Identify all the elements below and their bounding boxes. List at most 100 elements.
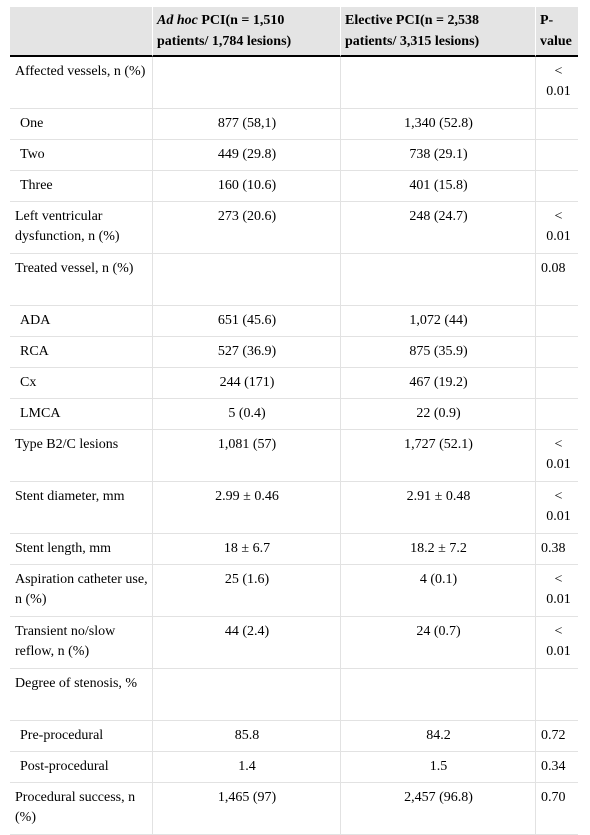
p-value: 0.38 (535, 534, 578, 565)
p-value: < 0.01 (535, 617, 578, 669)
table-row: Transient no/slow reflow, n (%) 44 (2.4) 2… (10, 617, 578, 669)
table-row: Type B2/C lesions 1,081 (57) 1,727 (52.1) <… (10, 430, 578, 482)
adhoc-value: 85.8 (152, 721, 340, 752)
row-label: Two (10, 140, 152, 171)
adhoc-value: 18 ± 6.7 (152, 534, 340, 565)
adhoc-value (152, 669, 340, 721)
row-label: Type B2/C lesions (10, 430, 152, 482)
table-row: LMCA 5 (0.4) 22 (0.9) (10, 399, 578, 430)
table-row: Procedural success, n (%) 1,465 (97) 2,457… (10, 783, 578, 835)
row-label: Pre-procedural (10, 721, 152, 752)
header-label-column (10, 7, 152, 57)
elective-value: 738 (29.1) (340, 140, 535, 171)
row-label: Cx (10, 368, 152, 399)
row-label: Stent length, mm (10, 534, 152, 565)
data-table: Ad hoc PCI(n = 1,510 patients/ 1,784 les… (10, 7, 578, 835)
elective-value: 1,072 (44) (340, 306, 535, 337)
row-label: Left ventricular dysfunction, n (%) (10, 202, 152, 254)
p-value (535, 171, 578, 202)
row-label: RCA (10, 337, 152, 368)
row-label: Aspiration catheter use, n (%) (10, 565, 152, 617)
adhoc-value: 5 (0.4) (152, 399, 340, 430)
table-row: ADA 651 (45.6) 1,072 (44) (10, 306, 578, 337)
table-row: Pre-procedural 85.8 84.2 0.72 (10, 721, 578, 752)
elective-value (340, 57, 535, 109)
header-elective-pci: Elective PCI(n = 2,538 patients/ 3,315 l… (340, 7, 535, 57)
elective-value (340, 669, 535, 721)
row-label: Degree of stenosis, % (10, 669, 152, 721)
table-row: Post-procedural 1.4 1.5 0.34 (10, 752, 578, 783)
header-p-value: P-value (535, 7, 578, 57)
row-label: Affected vessels, n (%) (10, 57, 152, 109)
p-value: < 0.01 (535, 57, 578, 109)
row-label: Post-procedural (10, 752, 152, 783)
elective-value: 401 (15.8) (340, 171, 535, 202)
p-value: < 0.01 (535, 482, 578, 534)
p-value: < 0.01 (535, 430, 578, 482)
adhoc-value: 1.4 (152, 752, 340, 783)
table-row: Aspiration catheter use, n (%) 25 (1.6) 4 … (10, 565, 578, 617)
table-row: One 877 (58,1) 1,340 (52.8) (10, 109, 578, 140)
row-label: Procedural success, n (%) (10, 783, 152, 835)
table-row: Left ventricular dysfunction, n (%) 273 (… (10, 202, 578, 254)
adhoc-value: 651 (45.6) (152, 306, 340, 337)
header-adhoc-italic: Ad hoc (157, 13, 198, 28)
p-value (535, 399, 578, 430)
p-value (535, 306, 578, 337)
adhoc-value: 2.99 ± 0.46 (152, 482, 340, 534)
adhoc-value: 44 (2.4) (152, 617, 340, 669)
table-body: Affected vessels, n (%) < 0.01 One 877 (58,… (10, 57, 578, 835)
p-value: < 0.01 (535, 202, 578, 254)
adhoc-value: 449 (29.8) (152, 140, 340, 171)
adhoc-value (152, 57, 340, 109)
elective-value: 1,340 (52.8) (340, 109, 535, 140)
p-value: < 0.01 (535, 565, 578, 617)
p-value (535, 669, 578, 721)
elective-value: 4 (0.1) (340, 565, 535, 617)
table-row: Treated vessel, n (%) 0.08 (10, 254, 578, 306)
table-row: Stent length, mm 18 ± 6.7 18.2 ± 7.2 0.38 (10, 534, 578, 565)
data-table-container: Ad hoc PCI(n = 1,510 patients/ 1,784 les… (10, 7, 578, 835)
elective-value: 1.5 (340, 752, 535, 783)
row-label: Transient no/slow reflow, n (%) (10, 617, 152, 669)
row-label: Treated vessel, n (%) (10, 254, 152, 306)
elective-value: 84.2 (340, 721, 535, 752)
p-value (535, 140, 578, 171)
row-label: ADA (10, 306, 152, 337)
header-row: Ad hoc PCI(n = 1,510 patients/ 1,784 les… (10, 7, 578, 57)
adhoc-value: 1,081 (57) (152, 430, 340, 482)
p-value: 0.70 (535, 783, 578, 835)
adhoc-value: 160 (10.6) (152, 171, 340, 202)
table-row: Two 449 (29.8) 738 (29.1) (10, 140, 578, 171)
elective-value: 22 (0.9) (340, 399, 535, 430)
adhoc-value (152, 254, 340, 306)
row-label: LMCA (10, 399, 152, 430)
elective-value: 2,457 (96.8) (340, 783, 535, 835)
table-row: Affected vessels, n (%) < 0.01 (10, 57, 578, 109)
adhoc-value: 25 (1.6) (152, 565, 340, 617)
header-adhoc-pci: Ad hoc PCI(n = 1,510 patients/ 1,784 les… (152, 7, 340, 57)
elective-value: 467 (19.2) (340, 368, 535, 399)
p-value (535, 109, 578, 140)
p-value: 0.72 (535, 721, 578, 752)
adhoc-value: 1,465 (97) (152, 783, 340, 835)
p-value (535, 368, 578, 399)
header-adhoc-rest: PCI(n = 1,510 patients/ 1,784 lesions) (157, 13, 292, 49)
table-row: RCA 527 (36.9) 875 (35.9) (10, 337, 578, 368)
elective-value (340, 254, 535, 306)
row-label: Three (10, 171, 152, 202)
elective-value: 248 (24.7) (340, 202, 535, 254)
elective-value: 18.2 ± 7.2 (340, 534, 535, 565)
table-row: Degree of stenosis, % (10, 669, 578, 721)
adhoc-value: 877 (58,1) (152, 109, 340, 140)
p-value: 0.08 (535, 254, 578, 306)
row-label: Stent diameter, mm (10, 482, 152, 534)
table-row: Cx 244 (171) 467 (19.2) (10, 368, 578, 399)
table-row: Three 160 (10.6) 401 (15.8) (10, 171, 578, 202)
p-value: 0.34 (535, 752, 578, 783)
adhoc-value: 527 (36.9) (152, 337, 340, 368)
elective-value: 24 (0.7) (340, 617, 535, 669)
elective-value: 875 (35.9) (340, 337, 535, 368)
elective-value: 2.91 ± 0.48 (340, 482, 535, 534)
adhoc-value: 273 (20.6) (152, 202, 340, 254)
